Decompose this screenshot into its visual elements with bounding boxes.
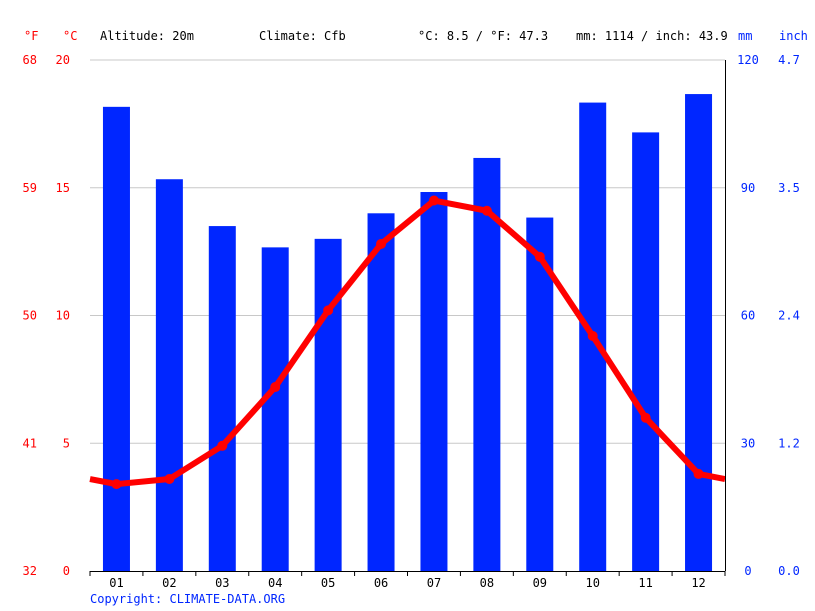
precip-bar bbox=[155, 179, 183, 571]
x-tick-label: 07 bbox=[427, 576, 441, 590]
temp-line bbox=[89, 197, 726, 488]
temp-point bbox=[587, 330, 598, 341]
x-tick-label: 03 bbox=[215, 576, 229, 590]
tick-label-f: 68 bbox=[23, 53, 37, 67]
tick-label-inch: 4.7 bbox=[778, 53, 800, 67]
temp-point bbox=[640, 412, 651, 423]
temp-point bbox=[481, 205, 492, 216]
precip-bar bbox=[208, 226, 236, 571]
precip-bar bbox=[526, 217, 554, 571]
tick-label-inch: 0.0 bbox=[778, 564, 800, 578]
temp-point bbox=[111, 479, 122, 490]
unit-f-label: °F bbox=[24, 29, 38, 43]
temp-point bbox=[376, 238, 387, 249]
unit-c-label: °C bbox=[63, 29, 77, 43]
x-tick-label: 11 bbox=[638, 576, 652, 590]
tick-label-f: 59 bbox=[23, 181, 37, 195]
precip-bar bbox=[473, 157, 501, 572]
x-tick-label: 12 bbox=[691, 576, 705, 590]
x-tick-label: 08 bbox=[480, 576, 494, 590]
tick-label-c: 15 bbox=[56, 181, 70, 195]
tick-label-inch: 3.5 bbox=[778, 181, 800, 195]
copyright-link[interactable]: Copyright: CLIMATE-DATA.ORG bbox=[90, 592, 285, 606]
tick-label-f: 32 bbox=[23, 564, 37, 578]
tick-label-mm: 30 bbox=[741, 436, 755, 450]
x-tick-label: 01 bbox=[109, 576, 123, 590]
tick-label-f: 41 bbox=[23, 436, 37, 450]
precip-bar bbox=[102, 106, 130, 571]
precip-bar bbox=[261, 247, 289, 571]
tick-label-mm: 60 bbox=[741, 309, 755, 323]
tick-label-c: 20 bbox=[56, 53, 70, 67]
precip-bar bbox=[685, 94, 713, 572]
precip-bar bbox=[314, 238, 342, 571]
climate-label: Climate: Cfb bbox=[259, 29, 346, 43]
tick-label-mm: 90 bbox=[741, 181, 755, 195]
precip-total-label: mm: 1114 / inch: 43.9 bbox=[576, 29, 728, 43]
precip-bar bbox=[420, 192, 448, 571]
precip-bar bbox=[367, 213, 395, 572]
temp-point bbox=[323, 305, 334, 316]
unit-mm-label: mm bbox=[738, 29, 752, 43]
tick-label-mm: 0 bbox=[744, 564, 751, 578]
temp-point bbox=[534, 251, 545, 262]
x-tick-label: 06 bbox=[374, 576, 388, 590]
x-tick-label: 05 bbox=[321, 576, 335, 590]
x-tick-label: 09 bbox=[533, 576, 547, 590]
tick-label-c: 5 bbox=[63, 436, 70, 450]
avg-temp-label: °C: 8.5 / °F: 47.3 bbox=[418, 29, 548, 43]
temp-point bbox=[270, 382, 281, 393]
precip-bar bbox=[632, 132, 660, 571]
altitude-label: Altitude: 20m bbox=[100, 29, 194, 43]
temp-point bbox=[217, 440, 228, 451]
tick-label-c: 0 bbox=[63, 564, 70, 578]
temp-point bbox=[428, 195, 439, 206]
x-tick-label: 02 bbox=[162, 576, 176, 590]
temp-point bbox=[164, 474, 175, 485]
x-tick-label: 04 bbox=[268, 576, 282, 590]
tick-label-inch: 2.4 bbox=[778, 309, 800, 323]
tick-label-inch: 1.2 bbox=[778, 436, 800, 450]
tick-label-mm: 120 bbox=[737, 53, 759, 67]
unit-inch-label: inch bbox=[779, 29, 808, 43]
tick-label-f: 50 bbox=[23, 309, 37, 323]
tick-label-c: 10 bbox=[56, 309, 70, 323]
x-tick-label: 10 bbox=[585, 576, 599, 590]
temp-point bbox=[693, 468, 704, 479]
